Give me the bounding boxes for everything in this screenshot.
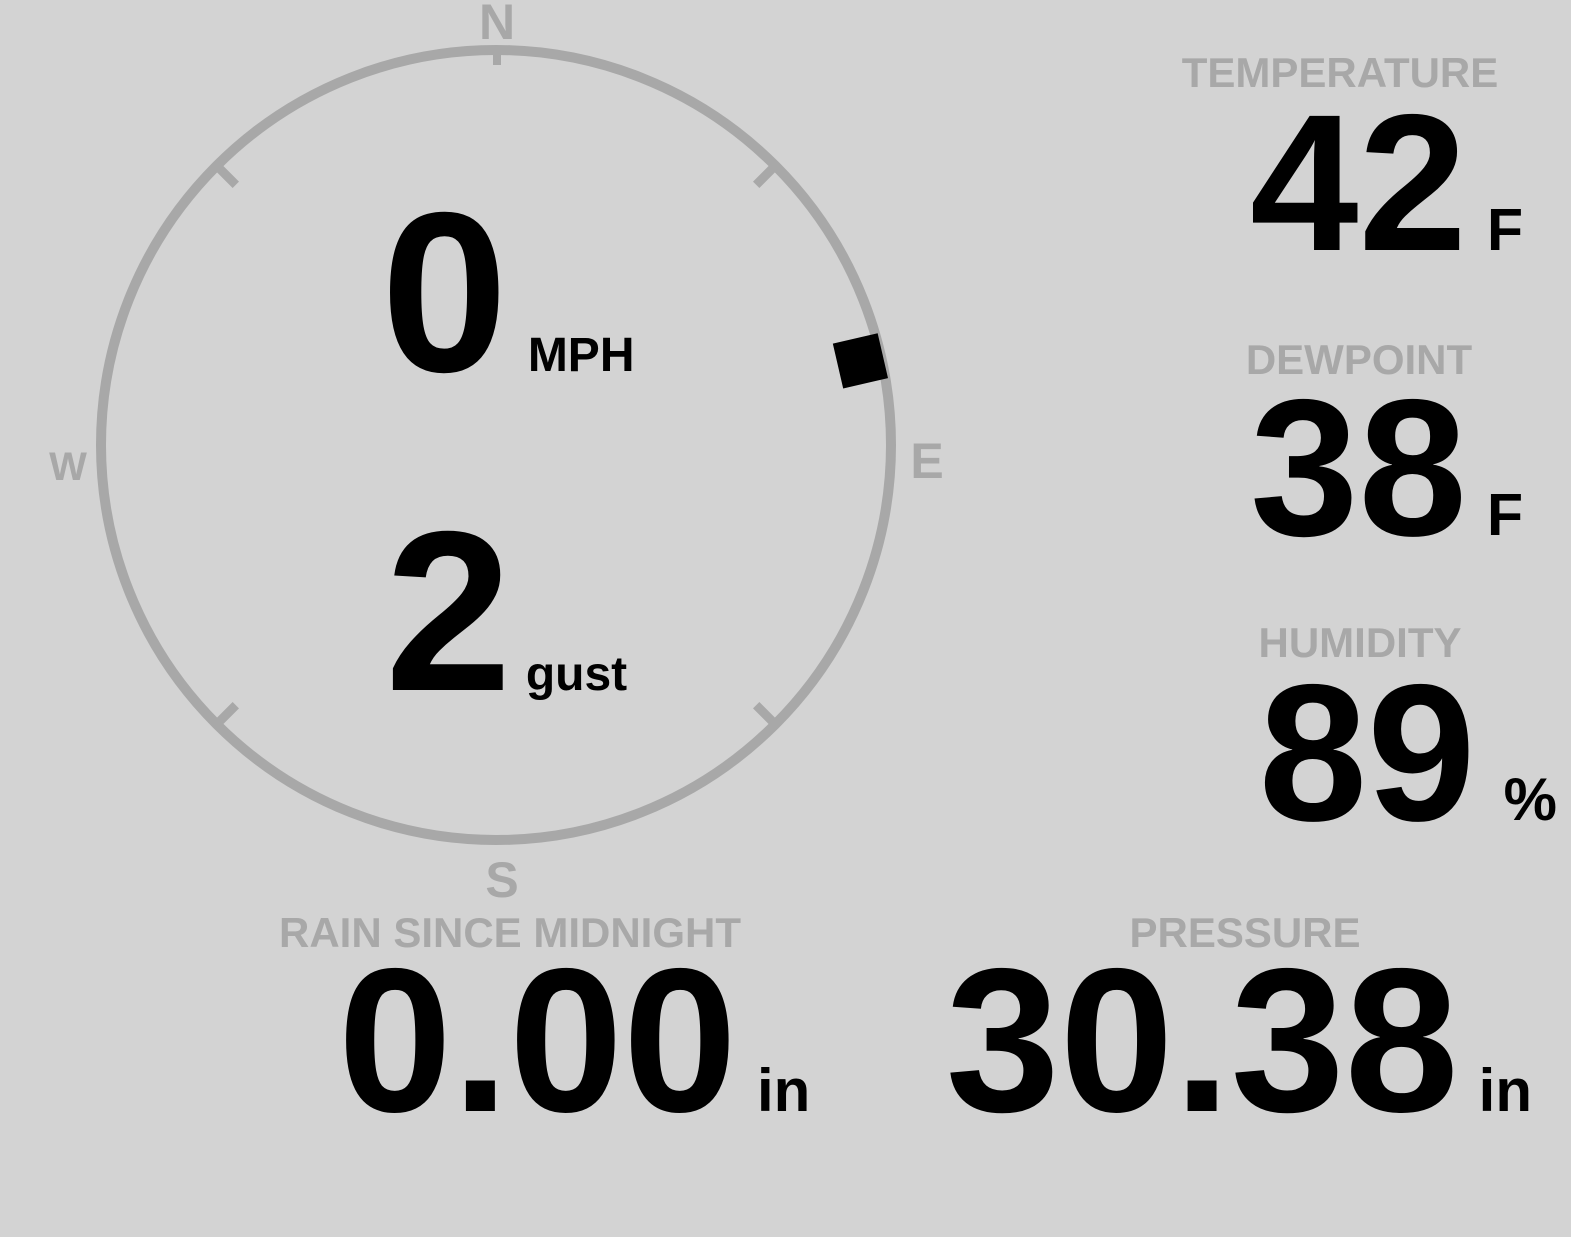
wind-speed-unit: MPH: [527, 329, 635, 382]
temperature-reading: 42 F: [1250, 86, 1523, 281]
pressure-label: PRESSURE: [1129, 909, 1361, 956]
humidity-reading: 89 %: [1259, 656, 1557, 851]
compass-tick-sw: [211, 702, 239, 730]
temperature-unit: F: [1486, 197, 1523, 263]
wind-direction-marker-square: [832, 333, 888, 389]
compass-label-south: S: [485, 852, 519, 908]
rain-since-midnight-label: RAIN SINCE MIDNIGHT: [279, 909, 741, 956]
dewpoint-unit: F: [1486, 482, 1523, 548]
humidity-unit: %: [1503, 766, 1557, 833]
compass-tick-nw: [211, 160, 239, 188]
compass-label-east: E: [910, 433, 944, 489]
temperature-label: TEMPERATURE: [1181, 49, 1499, 96]
humidity-value: 89: [1258, 644, 1476, 862]
compass-tick-se: [753, 702, 781, 730]
wind-gust-value: 2: [385, 485, 512, 739]
temperature-value: 42: [1250, 74, 1467, 292]
dewpoint-reading: 38 F: [1250, 371, 1523, 566]
humidity-label: HUMIDITY: [1258, 619, 1462, 666]
rain-since-midnight-reading: 0.00 in: [338, 938, 810, 1143]
compass-tick-ne: [753, 160, 781, 188]
wind-speed: 0 MPH: [381, 179, 634, 407]
rain-since-midnight-unit: in: [757, 1057, 811, 1124]
pressure-unit: in: [1478, 1057, 1532, 1124]
dewpoint-value: 38: [1250, 359, 1467, 577]
rain-since-midnight-value: 0.00: [338, 926, 737, 1155]
dewpoint-label: DEWPOINT: [1245, 336, 1473, 383]
compass-label-west: W: [49, 445, 87, 489]
pressure-value: 30.38: [945, 926, 1459, 1155]
compass-label-north: N: [478, 0, 516, 50]
pressure-reading: 30.38 in: [946, 938, 1532, 1143]
compass-intercardinal-ticks: [211, 160, 781, 730]
wind-gust: 2 gust: [385, 498, 627, 726]
wind-speed-value: 0: [381, 166, 508, 420]
wind-direction-marker: [832, 333, 888, 389]
wind-gust-unit: gust: [525, 648, 628, 701]
